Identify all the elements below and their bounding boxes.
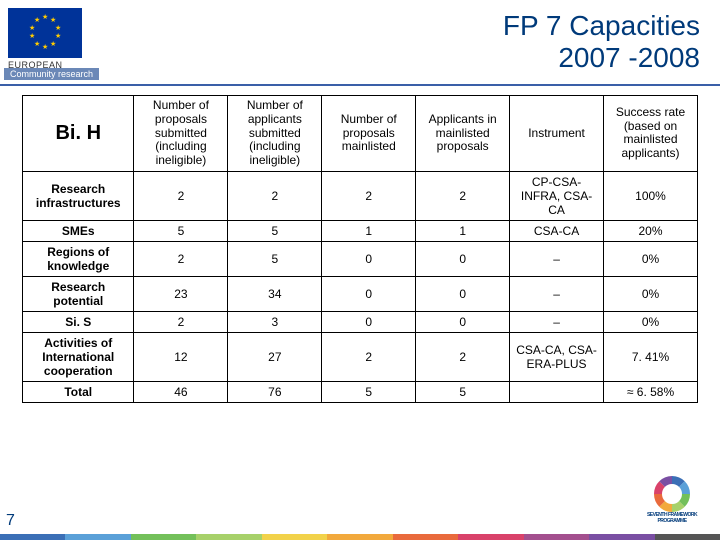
table-cell: 0	[322, 276, 416, 311]
row-label: Regions of knowledge	[23, 241, 134, 276]
table-cell: 2	[322, 171, 416, 220]
color-bar-segment	[393, 534, 458, 540]
table-cell: 1	[416, 220, 510, 241]
col-header: Applicants in mainlisted proposals	[416, 96, 510, 172]
fp7-label: SEVENTH FRAMEWORK PROGRAMME	[642, 512, 702, 524]
row-label: Research potential	[23, 276, 134, 311]
title-line-2: 2007 -2008	[503, 42, 700, 74]
table-cell: 3	[228, 311, 322, 332]
table-cell: CP-CSA-INFRA, CSA-CA	[510, 171, 604, 220]
table-corner-label: Bi. H	[23, 96, 134, 172]
table-cell: 0	[416, 276, 510, 311]
table-cell: 2	[134, 311, 228, 332]
table-header-row: Bi. H Number of proposals submitted (inc…	[23, 96, 698, 172]
table-body: Research infrastructures2222CP-CSA-INFRA…	[23, 171, 698, 402]
table-row: Total467655≈ 6. 58%	[23, 381, 698, 402]
title-line-1: FP 7 Capacities	[503, 10, 700, 42]
table-cell: 0	[416, 241, 510, 276]
color-bar-segment	[327, 534, 392, 540]
color-bar-segment	[0, 534, 65, 540]
data-table-container: Bi. H Number of proposals submitted (inc…	[22, 95, 698, 403]
row-label: Research infrastructures	[23, 171, 134, 220]
table-cell: 2	[228, 171, 322, 220]
table-cell: –	[510, 276, 604, 311]
table-cell: CSA-CA	[510, 220, 604, 241]
color-bar-segment	[655, 534, 720, 540]
color-bar-segment	[262, 534, 327, 540]
row-label: SMEs	[23, 220, 134, 241]
table-cell: 2	[416, 332, 510, 381]
table-cell: CSA-CA, CSA-ERA-PLUS	[510, 332, 604, 381]
footer-color-bar	[0, 534, 720, 540]
table-cell: 23	[134, 276, 228, 311]
table-cell: 2	[134, 171, 228, 220]
table-row: Activities of International cooperation1…	[23, 332, 698, 381]
color-bar-segment	[524, 534, 589, 540]
table-cell: –	[510, 241, 604, 276]
row-label: Activities of International cooperation	[23, 332, 134, 381]
eu-stars-icon: ★★★★★★★★★★	[25, 13, 65, 53]
table-cell: 1	[322, 220, 416, 241]
color-bar-segment	[65, 534, 130, 540]
color-bar-segment	[131, 534, 196, 540]
table-cell: 5	[134, 220, 228, 241]
table-cell: 0	[322, 311, 416, 332]
color-bar-segment	[196, 534, 261, 540]
table-row: Si. S2300–0%	[23, 311, 698, 332]
col-header: Success rate (based on mainlisted applic…	[604, 96, 698, 172]
table-cell: 34	[228, 276, 322, 311]
community-research-label: Community research	[4, 68, 99, 80]
table-cell: 2	[416, 171, 510, 220]
table-cell: –	[510, 311, 604, 332]
col-header: Number of proposals submitted (including…	[134, 96, 228, 172]
color-bar-segment	[589, 534, 654, 540]
eu-flag-icon: ★★★★★★★★★★	[8, 8, 82, 58]
table-cell: 12	[134, 332, 228, 381]
slide-title: FP 7 Capacities 2007 -2008	[503, 10, 700, 74]
table-cell: 2	[322, 332, 416, 381]
row-label: Si. S	[23, 311, 134, 332]
table-cell: 27	[228, 332, 322, 381]
header-divider	[0, 84, 720, 86]
table-cell: 100%	[604, 171, 698, 220]
fp7-logo-icon: SEVENTH FRAMEWORK PROGRAMME	[642, 474, 702, 532]
row-label: Total	[23, 381, 134, 402]
table-row: Regions of knowledge2500–0%	[23, 241, 698, 276]
table-cell: 0%	[604, 276, 698, 311]
table-cell: 20%	[604, 220, 698, 241]
data-table: Bi. H Number of proposals submitted (inc…	[22, 95, 698, 403]
table-row: Research infrastructures2222CP-CSA-INFRA…	[23, 171, 698, 220]
table-cell: 76	[228, 381, 322, 402]
table-cell: 0%	[604, 241, 698, 276]
table-cell: 5	[228, 220, 322, 241]
table-cell	[510, 381, 604, 402]
table-cell: 5	[228, 241, 322, 276]
table-cell: 0%	[604, 311, 698, 332]
color-bar-segment	[458, 534, 523, 540]
table-cell: 5	[322, 381, 416, 402]
table-cell: 5	[416, 381, 510, 402]
col-header: Number of applicants submitted (includin…	[228, 96, 322, 172]
table-cell: 0	[322, 241, 416, 276]
table-cell: ≈ 6. 58%	[604, 381, 698, 402]
col-header: Number of proposals mainlisted	[322, 96, 416, 172]
slide: { "header": { "ec_text": "EUROPEAN\nCOMM…	[0, 0, 720, 540]
col-header: Instrument	[510, 96, 604, 172]
page-number: 7	[6, 512, 15, 530]
table-row: SMEs5511CSA-CA20%	[23, 220, 698, 241]
table-row: Research potential233400–0%	[23, 276, 698, 311]
table-cell: 7. 41%	[604, 332, 698, 381]
table-cell: 46	[134, 381, 228, 402]
table-cell: 0	[416, 311, 510, 332]
table-cell: 2	[134, 241, 228, 276]
header: ★★★★★★★★★★ EUROPEAN COMMISSION Community…	[0, 0, 720, 85]
